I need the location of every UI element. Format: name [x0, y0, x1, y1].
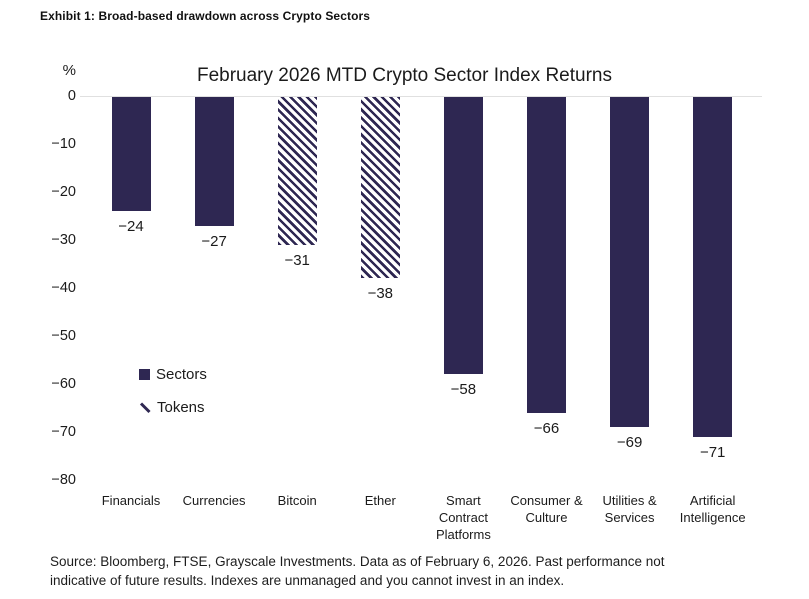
legend-item-tokens: Tokens [139, 397, 207, 417]
source-line-2: indicative of future results. Indexes ar… [50, 573, 565, 588]
y-tick-label: −70 [51, 424, 76, 440]
y-tick-label: −80 [51, 472, 76, 488]
value-label: −38 [367, 285, 394, 303]
x-tick-label: Financials [101, 493, 161, 508]
y-tick-label: −20 [51, 184, 76, 200]
value-label: −66 [533, 419, 560, 437]
legend-label-sectors: Sectors [156, 365, 207, 383]
bar-currencies [194, 97, 234, 226]
x-tick-label: Ether [364, 493, 396, 508]
bar-smart-contract-platforms [443, 97, 483, 375]
source-line-1: Source: Bloomberg, FTSE, Grayscale Inves… [50, 554, 665, 569]
diagonal-stroke-swatch-icon [139, 401, 151, 413]
x-tick-label: Utilities & Services [602, 493, 657, 525]
source-note: Source: Bloomberg, FTSE, Grayscale Inves… [50, 552, 770, 590]
y-axis-unit-label: % [62, 62, 76, 79]
value-label: −69 [616, 434, 643, 452]
value-label: −71 [699, 443, 726, 461]
value-label: −27 [201, 232, 227, 250]
bar-financials [111, 97, 151, 212]
y-tick-label: −50 [51, 328, 76, 344]
bar-utilities-services [610, 97, 650, 428]
bar-artificial-intelligence [693, 97, 733, 437]
bar-bitcoin [277, 97, 317, 245]
legend-item-sectors: Sectors [139, 364, 207, 384]
y-tick-label: −30 [51, 232, 76, 248]
legend-label-tokens: Tokens [157, 398, 205, 416]
legend: Sectors Tokens [139, 364, 207, 430]
x-tick-label: Artificial Intelligence [679, 493, 746, 525]
y-tick-label: −60 [51, 376, 76, 392]
y-tick-label: −40 [51, 280, 76, 296]
x-tick-label: Bitcoin [277, 493, 317, 508]
value-label: −31 [284, 251, 310, 269]
bar-consumer-culture [527, 97, 566, 413]
y-tick-label: 0 [67, 88, 76, 104]
chart-title: February 2026 MTD Crypto Sector Index Re… [196, 65, 612, 86]
value-label: −24 [118, 218, 144, 236]
x-tick-label: Currencies [182, 493, 246, 508]
solid-square-swatch-icon [139, 368, 150, 380]
x-tick-label: Consumer & Culture [510, 493, 583, 525]
zero-gridline [80, 96, 762, 97]
exhibit-title: Exhibit 1: Broad-based drawdown across C… [40, 9, 371, 23]
value-label: −58 [450, 381, 477, 399]
x-tick-label: Smart Contract Platforms [435, 493, 491, 542]
y-tick-label: −10 [51, 136, 76, 152]
bar-ether [360, 97, 400, 279]
